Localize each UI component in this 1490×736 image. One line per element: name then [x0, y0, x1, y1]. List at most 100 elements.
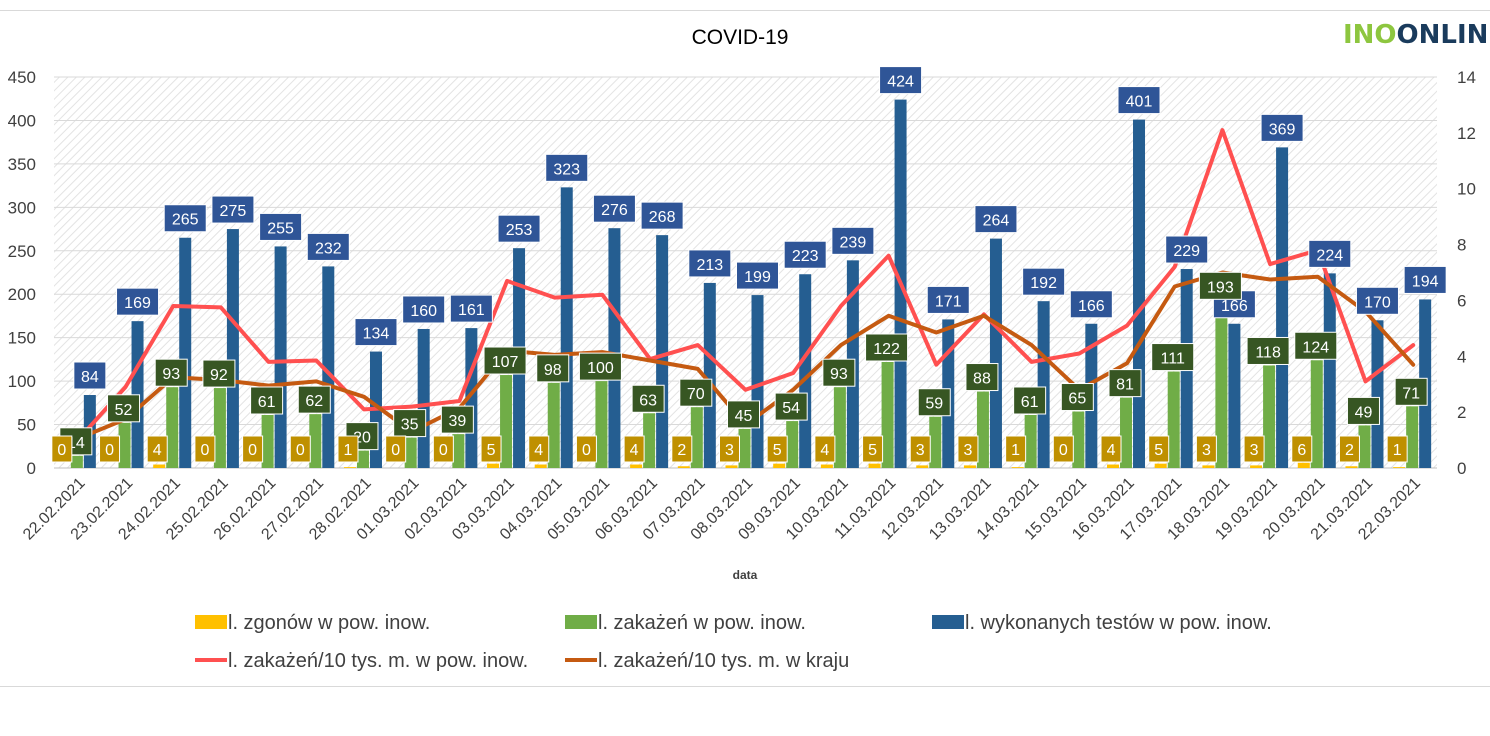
data-label-box — [822, 358, 856, 387]
data-label-text: 275 — [220, 203, 247, 220]
bar — [274, 246, 287, 468]
legend-swatch — [932, 615, 964, 629]
infections-data-label: 54 — [774, 392, 808, 421]
tests-data-label: 253 — [497, 214, 541, 243]
bar — [608, 228, 621, 468]
data-label-box — [250, 386, 284, 415]
data-label-box — [1394, 377, 1428, 406]
data-label-text: 1 — [1393, 442, 1402, 459]
bar — [343, 467, 356, 468]
tests-data-label: 275 — [211, 195, 255, 224]
bar — [1297, 462, 1310, 468]
data-label-box — [1148, 435, 1170, 463]
data-label-text: 71 — [1402, 385, 1420, 402]
infections-data-label: 100 — [578, 352, 622, 381]
tests-data-label: 199 — [736, 261, 779, 290]
bar — [1107, 464, 1120, 468]
data-label-box — [146, 435, 168, 463]
data-label-text: 84 — [81, 369, 99, 386]
data-label-box — [592, 194, 636, 223]
infections-data-label: 62 — [297, 385, 331, 414]
infections-data-label: 35 — [393, 409, 427, 438]
bar — [452, 434, 465, 468]
deaths-data-label: 5 — [862, 435, 884, 463]
deaths-data-label: 1 — [1386, 435, 1408, 463]
bar — [820, 464, 833, 468]
chart-title: COVID-19 — [691, 26, 789, 49]
deaths-data-label: 3 — [909, 435, 931, 463]
bar — [929, 416, 942, 468]
deaths-data-label: 0 — [575, 435, 597, 463]
data-label-box — [497, 214, 541, 243]
data-label-text: 2 — [1345, 442, 1354, 459]
deaths-data-label: 4 — [528, 435, 550, 463]
data-label-text: 0 — [57, 442, 66, 459]
data-label-box — [1052, 435, 1074, 463]
data-label-box — [73, 361, 107, 390]
legend-entry: l. zakażeń/10 tys. m. w kraju — [565, 650, 849, 672]
data-label-text: 0 — [391, 442, 400, 459]
data-label-box — [51, 435, 73, 463]
data-label-box — [242, 435, 264, 463]
tests-data-label: 276 — [592, 194, 636, 223]
data-label-text: 92 — [210, 367, 228, 384]
data-label-text: 0 — [439, 442, 448, 459]
tests-data-label: 166 — [1069, 290, 1113, 319]
infections-data-label: 93 — [822, 358, 856, 387]
data-label-text: 0 — [248, 442, 257, 459]
data-label-text: 122 — [873, 341, 900, 358]
data-label-box — [926, 285, 970, 314]
deaths-data-label: 1 — [1005, 435, 1027, 463]
infections-data-label: 122 — [865, 333, 909, 362]
infections-data-label: 81 — [1108, 369, 1142, 398]
bar — [404, 437, 417, 468]
data-label-text: 45 — [735, 408, 753, 425]
y-tick-label: 300 — [8, 198, 36, 217]
tests-data-label: 223 — [783, 240, 827, 269]
data-label-text: 70 — [687, 386, 705, 403]
legend-label: l. wykonanych testów w pow. inow. — [965, 612, 1272, 634]
deaths-data-label: 2 — [671, 435, 693, 463]
bar — [690, 407, 703, 468]
bar — [534, 464, 547, 468]
bar — [213, 388, 226, 468]
infections-data-label: 124 — [1294, 331, 1338, 360]
deaths-data-label: 3 — [1243, 435, 1265, 463]
data-label-box — [1403, 265, 1447, 294]
deaths-data-label: 4 — [1100, 435, 1122, 463]
data-label-box — [783, 240, 827, 269]
bar — [153, 464, 166, 468]
data-label-box — [862, 435, 884, 463]
data-label-box — [306, 232, 350, 261]
data-label-box — [1165, 235, 1209, 264]
bar — [1345, 466, 1358, 468]
bar — [1323, 273, 1336, 468]
bar — [261, 414, 274, 468]
data-label-text: 224 — [1316, 247, 1343, 264]
tests-data-label: 424 — [879, 66, 923, 95]
infections-data-label: 45 — [727, 400, 760, 429]
data-label-box — [1386, 435, 1408, 463]
data-label-box — [727, 400, 760, 429]
data-label-text: 369 — [1269, 121, 1296, 138]
data-label-text: 3 — [1202, 442, 1211, 459]
data-label-box — [736, 261, 779, 290]
y-tick-label: 200 — [8, 285, 36, 304]
infections-data-label: 193 — [1198, 271, 1242, 300]
data-label-box — [1108, 369, 1142, 398]
bar — [595, 381, 608, 468]
tests-data-label: 224 — [1308, 239, 1352, 268]
y2-tick-label: 0 — [1457, 459, 1466, 478]
data-label-text: 170 — [1364, 294, 1391, 311]
bar — [309, 414, 322, 468]
data-label-box — [1151, 343, 1195, 372]
data-label-box — [719, 435, 740, 463]
data-label-text: 192 — [1030, 275, 1057, 292]
data-label-box — [671, 435, 693, 463]
data-label-box — [965, 363, 999, 392]
data-label-box — [259, 212, 303, 241]
infections-data-label: 118 — [1246, 336, 1290, 365]
infections-data-label: 111 — [1151, 343, 1195, 372]
legend-entry: l. zgonów w pow. inow. — [195, 612, 430, 634]
